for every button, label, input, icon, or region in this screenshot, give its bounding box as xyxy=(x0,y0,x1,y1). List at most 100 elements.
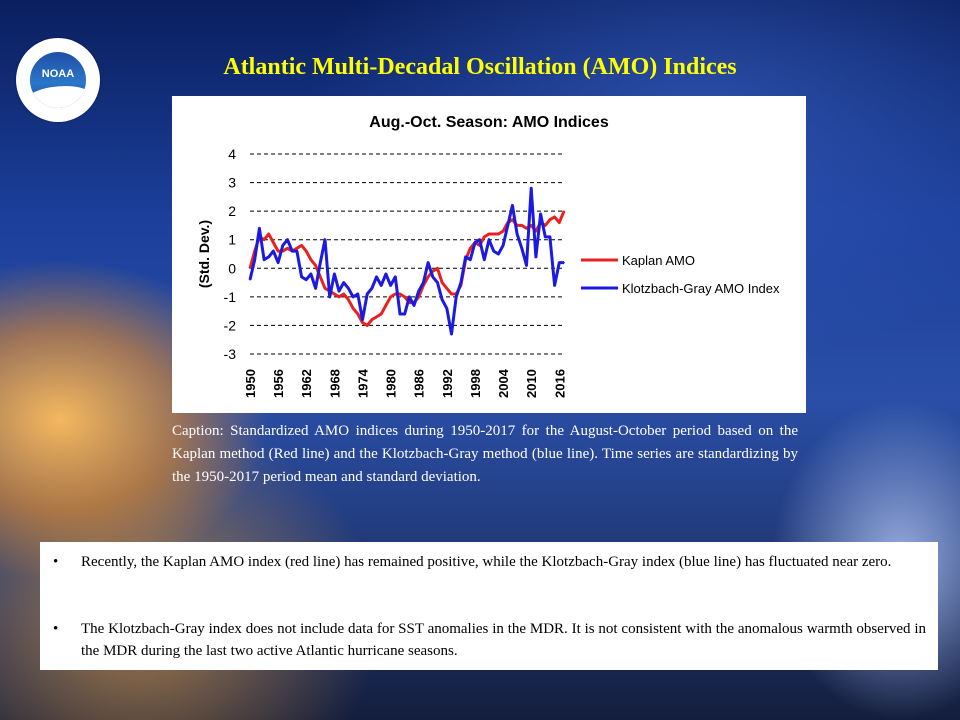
data-point xyxy=(286,247,289,250)
data-point xyxy=(338,296,340,298)
data-point xyxy=(328,296,331,298)
data-point xyxy=(300,244,303,247)
logo-wave-shape xyxy=(30,86,86,108)
data-point xyxy=(469,247,472,250)
data-point xyxy=(469,258,472,261)
data-point xyxy=(553,284,556,287)
data-point xyxy=(319,276,322,278)
data-point xyxy=(558,221,561,224)
bullet-dot: • xyxy=(53,554,59,570)
legend-label: Klotzbach-Gray AMO Index xyxy=(622,281,780,296)
noaa-logo-emblem: NOAA xyxy=(30,52,86,108)
logo-text: NOAA xyxy=(41,68,75,80)
x-tick-label: 2010 xyxy=(524,369,539,398)
data-point xyxy=(356,313,359,315)
y-tick-label: -2 xyxy=(224,317,237,333)
data-point xyxy=(497,233,500,235)
data-point xyxy=(492,233,495,235)
data-point xyxy=(525,227,528,230)
data-point xyxy=(310,273,312,275)
data-point xyxy=(394,293,397,295)
data-point xyxy=(314,287,317,290)
data-point xyxy=(249,278,251,281)
data-point xyxy=(286,238,289,241)
data-point xyxy=(408,296,411,298)
data-point xyxy=(539,213,542,215)
data-point xyxy=(352,307,354,310)
data-point xyxy=(403,296,406,298)
data-point xyxy=(488,238,490,241)
x-tick-label: 2016 xyxy=(552,369,567,398)
x-tick-label: 1998 xyxy=(468,369,483,398)
data-point xyxy=(347,287,350,290)
data-point xyxy=(342,281,345,284)
data-point xyxy=(450,333,453,335)
y-tick-label: 2 xyxy=(228,203,236,219)
x-tick-label: 1950 xyxy=(243,369,258,398)
data-point xyxy=(296,247,298,250)
data-point xyxy=(258,227,261,230)
data-point xyxy=(413,304,415,307)
data-point xyxy=(460,281,462,284)
bullet-text: The Klotzbach-Gray index does not includ… xyxy=(81,621,926,659)
bullet-item: • Recently, the Kaplan AMO index (red li… xyxy=(53,551,926,573)
x-tick-label: 1974 xyxy=(355,368,370,398)
data-point xyxy=(305,278,308,281)
data-point xyxy=(366,293,368,295)
data-point xyxy=(446,307,448,310)
data-point xyxy=(389,296,392,298)
slide-title: Atlantic Multi-Decadal Oscillation (AMO)… xyxy=(223,54,737,80)
data-point xyxy=(488,233,490,235)
data-point xyxy=(333,293,336,295)
data-point xyxy=(296,250,298,252)
y-tick-label: -1 xyxy=(224,289,237,305)
data-point xyxy=(253,258,256,261)
data-point xyxy=(502,244,504,247)
y-tick-label: -3 xyxy=(224,346,237,362)
data-point xyxy=(310,258,312,261)
bullet-panel: • Recently, the Kaplan AMO index (red li… xyxy=(40,542,938,670)
data-point xyxy=(558,261,561,264)
data-point xyxy=(394,276,397,278)
data-point xyxy=(324,287,326,290)
amo-line-chart: Aug.-Oct. Season: AMO Indices 4 3 2 1 0 -1 -2 -3… xyxy=(196,114,780,398)
data-point xyxy=(422,281,425,284)
data-point xyxy=(342,293,345,295)
data-point xyxy=(277,250,279,252)
data-point xyxy=(300,276,303,278)
data-point xyxy=(436,281,439,284)
data-point xyxy=(563,261,565,264)
data-point xyxy=(385,304,387,307)
data-point xyxy=(272,241,275,244)
data-point xyxy=(399,313,401,315)
data-point xyxy=(263,258,265,261)
data-point xyxy=(272,250,275,252)
data-point xyxy=(267,256,270,258)
x-tick-label: 1962 xyxy=(299,369,314,398)
bullet-item: • The Klotzbach-Gray index does not incl… xyxy=(53,618,926,662)
x-tick-label: 1980 xyxy=(384,369,399,398)
data-point xyxy=(506,224,509,227)
y-tick-label: 0 xyxy=(228,260,236,276)
data-point xyxy=(333,273,336,275)
data-point xyxy=(549,218,551,221)
data-point xyxy=(511,218,514,221)
data-point xyxy=(549,236,551,238)
data-point xyxy=(525,264,528,267)
data-point xyxy=(483,258,486,261)
data-point xyxy=(361,318,364,321)
bullet-dot: • xyxy=(53,621,59,637)
data-point xyxy=(356,293,359,295)
data-point xyxy=(446,287,448,290)
data-point xyxy=(385,273,387,275)
x-tick-label: 1968 xyxy=(327,369,342,398)
y-tick-label: 1 xyxy=(228,232,236,248)
figure-caption: Caption: Standardized AMO indices during… xyxy=(172,423,798,485)
data-point xyxy=(305,250,308,252)
data-point xyxy=(502,230,504,232)
data-point xyxy=(427,261,429,264)
data-point xyxy=(389,284,392,287)
data-point xyxy=(338,290,340,292)
y-tick-label: 4 xyxy=(228,146,236,162)
data-point xyxy=(544,224,547,227)
